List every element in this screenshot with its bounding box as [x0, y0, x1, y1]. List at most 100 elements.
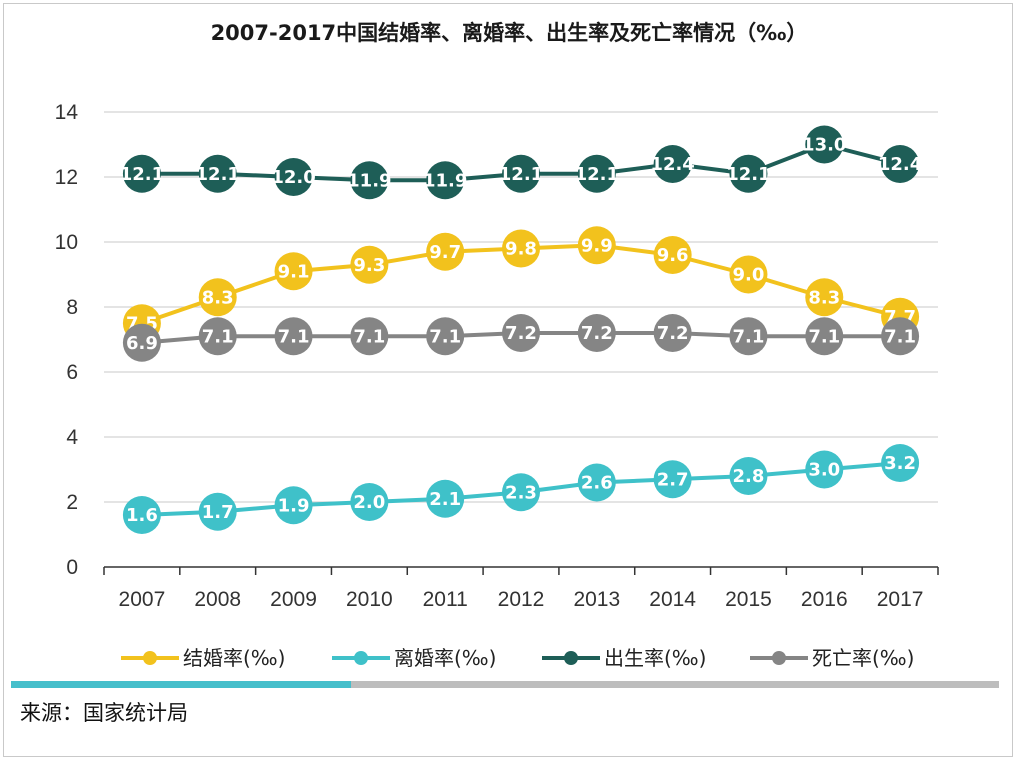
legend-item: 死亡率(‰) [750, 646, 914, 670]
data-label: 9.1 [278, 261, 310, 282]
data-label: 7.1 [278, 326, 310, 347]
data-label: 9.6 [657, 245, 689, 266]
y-tick-label: 8 [66, 296, 78, 319]
legend-item: 出生率(‰) [542, 646, 706, 670]
series: 7.58.39.19.39.79.89.99.69.08.37.71.61.71… [120, 125, 922, 534]
data-point [426, 232, 465, 271]
axes: 0 2 4 6 8 10 12 14 2007 2008 2009 2010 2011 2012 2013 2… [55, 101, 939, 611]
data-label: 12.1 [575, 164, 619, 185]
legend-label: 出生率(‰) [604, 646, 706, 670]
series-2: 12.1 12.1 12.0 11.9 11.9 12.1 12.1 12.4 12.1 13.0… [120, 125, 922, 200]
data-label: 9.3 [353, 255, 385, 276]
data-point [502, 229, 540, 268]
data-label: 8.3 [202, 287, 234, 308]
data-label: 7.1 [353, 326, 385, 347]
data-label: 7.2 [581, 323, 613, 344]
data-label: 3.0 [808, 460, 840, 481]
data-point [577, 226, 616, 265]
data-label: 12.0 [271, 167, 315, 188]
data-point [198, 317, 237, 356]
data-point [729, 457, 768, 495]
data-point [577, 314, 616, 352]
data-point [122, 154, 161, 193]
y-tick-label: 4 [66, 426, 78, 449]
data-point [577, 154, 616, 193]
legend-label: 结婚率(‰) [183, 646, 285, 670]
x-tick-label: 2011 [423, 588, 468, 611]
x-tick-label: 2009 [270, 588, 317, 611]
data-label: 11.9 [423, 170, 467, 191]
data-label: 11.9 [347, 170, 391, 191]
legend: 结婚率(‰) 离婚率(‰) 出生率(‰) 死亡率(‰) [121, 646, 914, 670]
data-point [350, 245, 389, 284]
legend-marker [143, 651, 157, 665]
data-point [426, 317, 465, 356]
legend-marker [354, 651, 368, 665]
x-tick-label: 2010 [346, 588, 393, 611]
y-tick-label: 14 [55, 101, 79, 124]
x-tick-label: 2007 [119, 588, 166, 611]
x-tick-label: 2013 [573, 588, 620, 611]
data-point [805, 278, 844, 317]
source-bar-accent [11, 681, 351, 688]
data-point [653, 314, 692, 352]
data-point [122, 323, 161, 362]
legend-label: 死亡率(‰) [812, 646, 914, 670]
data-point [198, 154, 237, 193]
data-label: 9.8 [505, 239, 537, 260]
data-point [502, 314, 540, 352]
data-label: 12.1 [196, 164, 240, 185]
data-label: 1.9 [278, 495, 310, 516]
data-label: 9.0 [733, 265, 765, 286]
x-tick-label: 2008 [194, 588, 241, 611]
x-tick-label: 2014 [649, 588, 696, 611]
legend-label: 离婚率(‰) [394, 646, 496, 670]
data-label: 7.2 [657, 323, 689, 344]
y-tick-label: 10 [55, 231, 78, 254]
data-point [426, 479, 465, 518]
data-label: 2.7 [657, 469, 689, 490]
source-note: 来源：国家统计局 [20, 701, 188, 725]
data-point [502, 154, 540, 193]
data-label: 9.7 [429, 242, 461, 263]
data-label: 1.7 [202, 502, 234, 523]
data-point [729, 154, 768, 193]
data-label: 1.6 [126, 505, 158, 526]
data-point [729, 255, 768, 294]
data-label: 2.8 [733, 466, 765, 487]
legend-marker [772, 651, 786, 665]
data-label: 2.6 [581, 473, 613, 494]
data-point [350, 161, 389, 200]
legend-marker [564, 651, 578, 665]
x-tick-label: 2015 [725, 588, 772, 611]
data-label: 2.1 [429, 489, 461, 510]
data-label: 7.1 [808, 326, 840, 347]
data-point [198, 278, 237, 317]
data-label: 12.4 [878, 154, 922, 175]
data-point [274, 252, 313, 291]
data-point [653, 145, 692, 183]
data-label: 8.3 [808, 287, 840, 308]
data-point [805, 125, 844, 164]
data-point [350, 317, 389, 356]
data-label: 7.1 [733, 326, 765, 347]
data-point [274, 158, 313, 196]
y-tick-label: 2 [66, 491, 78, 514]
x-tick-label: 2016 [801, 588, 848, 611]
data-point [653, 460, 692, 499]
data-point [881, 317, 920, 356]
y-tick-label: 0 [66, 556, 78, 579]
data-label: 12.4 [650, 154, 694, 175]
chart-frame: 2007-2017中国结婚率、离婚率、出生率及死亡率情况（‰） 0 2 4 6 8 10 1… [3, 3, 1013, 757]
data-label: 7.1 [429, 326, 461, 347]
x-tick-label: 2012 [498, 588, 545, 611]
series-3: 6.9 7.1 7.1 7.1 7.1 7.2 7.2 7.2 7.1 7.1 7.1 [122, 314, 920, 362]
data-label: 2.3 [505, 482, 537, 503]
data-label: 13.0 [802, 135, 846, 156]
data-point [198, 492, 237, 531]
source-bar-rest [351, 681, 999, 688]
data-point [502, 473, 540, 512]
data-label: 2.0 [353, 492, 385, 513]
data-label: 12.1 [499, 164, 543, 185]
chart: 2007-2017中国结婚率、离婚率、出生率及死亡率情况（‰） 0 2 4 6 8 10 1… [11, 21, 999, 725]
